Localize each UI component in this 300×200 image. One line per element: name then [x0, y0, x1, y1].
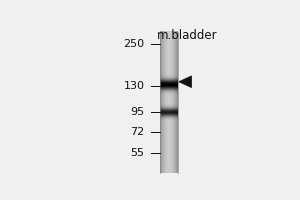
- Text: m.bladder: m.bladder: [157, 29, 218, 42]
- Polygon shape: [179, 76, 191, 88]
- Text: 55: 55: [130, 148, 145, 158]
- Text: 250: 250: [123, 39, 145, 49]
- Text: 72: 72: [130, 127, 145, 137]
- Text: 130: 130: [124, 81, 145, 91]
- Text: 95: 95: [130, 107, 145, 117]
